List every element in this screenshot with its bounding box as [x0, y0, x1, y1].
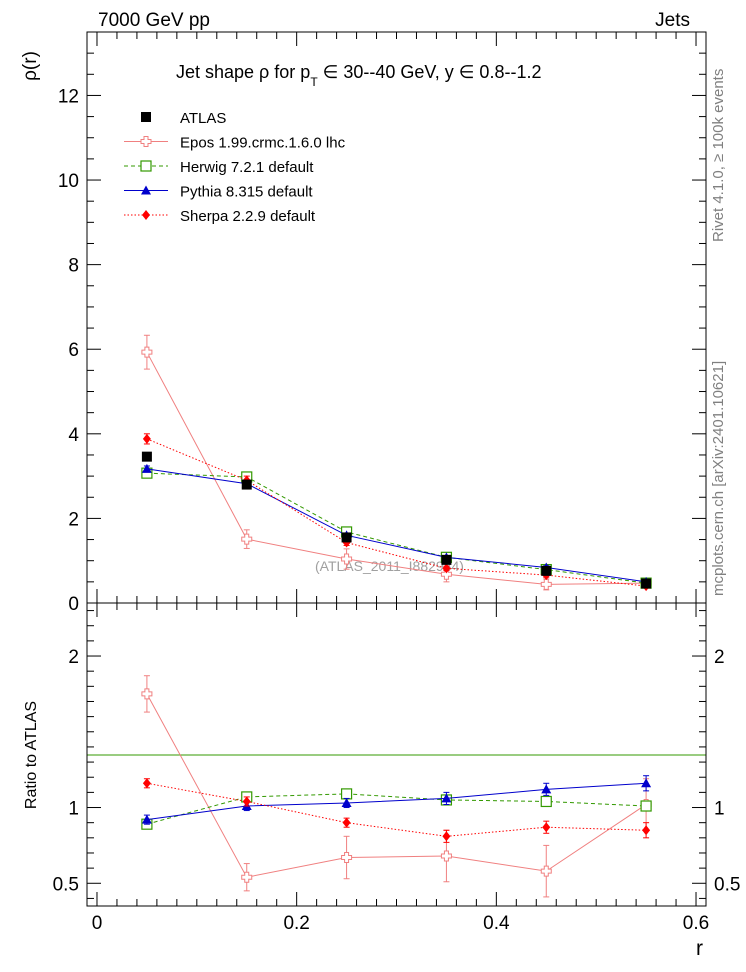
- legend-entry-atlas: ATLAS: [141, 110, 226, 127]
- sherpa-ratio-point: [642, 825, 651, 836]
- pythia-main-point: [141, 463, 152, 473]
- header-jets-label: Jets: [655, 10, 690, 31]
- legend: ATLAS Epos 1.99.crmc.1.6.0 lhc Herwig 7.2.…: [124, 110, 346, 225]
- herwig-ratio-point: [340, 788, 353, 800]
- x-tick-label: 0.6: [683, 913, 709, 934]
- pythia-ratio-line: [146, 782, 647, 821]
- legend-entry-sherpa: Sherpa 2.2.9 default: [124, 208, 316, 225]
- sherpa-ratio-point: [442, 831, 451, 842]
- main-y-tick-label: 10: [58, 171, 79, 192]
- x-axis-title: r: [696, 937, 703, 960]
- main-y-tick-label: 8: [68, 256, 79, 277]
- epos-ratio-point: [540, 865, 552, 877]
- epos-main-point: [540, 578, 552, 590]
- atlas-main-point: [341, 532, 352, 543]
- ratio-y-tick-label-right: 1: [714, 799, 725, 820]
- legend-marker-atlas: [141, 112, 151, 122]
- legend-entry-pythia: Pythia 8.315 default: [124, 184, 313, 201]
- legend-marker-epos: [140, 136, 152, 147]
- series-pythia: [141, 463, 652, 825]
- atlas-main-point: [641, 578, 652, 589]
- herwig-ratio-point: [540, 795, 552, 808]
- plot-title-prefix: Jet shape ρ for p: [176, 62, 310, 82]
- ratio-panel-frame: [86, 602, 707, 907]
- legend-marker-pythia: [141, 185, 151, 195]
- legend-label-pythia: Pythia 8.315 default: [180, 184, 313, 201]
- epos-main-point: [241, 533, 253, 545]
- plot-title-suffix: ∈ 30--40 GeV, y ∈ 0.8--1.2: [318, 62, 542, 82]
- sherpa-ratio-line: [146, 782, 647, 837]
- series-sherpa: [142, 433, 651, 843]
- pythia-ratio-point: [541, 784, 552, 794]
- ratio-y-tick-label: 2: [68, 647, 79, 668]
- series-epos: [141, 334, 652, 898]
- epos-main-point: [440, 568, 452, 580]
- x-tick-label: 0: [92, 913, 103, 934]
- main-y-tick-label: 12: [58, 86, 79, 107]
- sherpa-main-point: [442, 563, 451, 574]
- main-y-tick-label: 6: [68, 340, 79, 361]
- series-herwig: [141, 467, 652, 830]
- epos-main-point: [141, 346, 153, 358]
- legend-label-epos: Epos 1.99.crmc.1.6.0 lhc: [180, 135, 346, 152]
- header-energy-label: 7000 GeV pp: [98, 10, 210, 31]
- main-y-tick-label: 0: [68, 594, 79, 615]
- plot-title: Jet shape ρ for pT ∈ 30--40 GeV, y ∈ 0.8…: [176, 62, 541, 89]
- pythia-ratio-point: [141, 814, 152, 824]
- sherpa-ratio-point: [142, 778, 151, 789]
- series-layer: [141, 334, 652, 898]
- legend-entry-epos: Epos 1.99.crmc.1.6.0 lhc: [124, 135, 346, 152]
- epos-ratio-line: [146, 693, 647, 878]
- sherpa-main-point: [142, 433, 151, 444]
- sherpa-main-line: [146, 438, 647, 587]
- legend-label-atlas: ATLAS: [180, 110, 226, 127]
- x-axis-ticks: 0 0.2 0.4 0.6: [92, 32, 709, 934]
- ratio-y-tick-label-right: 2: [714, 647, 725, 668]
- herwig-ratio-line: [146, 793, 647, 825]
- epos-ratio-point: [341, 852, 353, 864]
- legend-marker-herwig: [140, 160, 152, 172]
- pythia-ratio-point: [441, 793, 452, 803]
- x-tick-label: 0.2: [283, 913, 309, 934]
- rivet-version-label: Rivet 4.1.0, ≥ 100k events: [710, 69, 727, 242]
- sherpa-ratio-point: [342, 817, 351, 828]
- main-y-axis-title: ρ(r): [20, 51, 41, 81]
- legend-label-herwig: Herwig 7.2.1 default: [180, 159, 314, 176]
- mcplots-reference-label: mcplots.cern.ch [arXiv:2401.10621]: [710, 361, 727, 596]
- herwig-main-line: [146, 472, 647, 584]
- legend-label-sherpa: Sherpa 2.2.9 default: [180, 208, 316, 225]
- ratio-y-tick-label-right: 0.5: [714, 874, 740, 895]
- pythia-main-line: [146, 468, 647, 583]
- pythia-ratio-point: [641, 778, 652, 788]
- epos-main-point: [341, 553, 353, 565]
- ratio-axis-ticks: 0.5 0.5 1 1 2 2: [53, 610, 740, 899]
- sherpa-ratio-point: [542, 822, 551, 833]
- x-tick-label: 0.4: [483, 913, 510, 934]
- sherpa-ratio-point: [242, 796, 251, 807]
- plot-title-subscript: T: [310, 75, 318, 89]
- epos-ratio-point: [440, 850, 452, 862]
- legend-marker-sherpa: [142, 210, 150, 220]
- atlas-main-point: [141, 451, 152, 462]
- epos-main-line: [146, 351, 647, 585]
- main-axis-ticks: 0 2 4 6 8 10 12: [58, 31, 706, 615]
- herwig-ratio-point: [640, 800, 652, 812]
- ratio-y-tick-label: 0.5: [53, 874, 79, 895]
- epos-ratio-point: [241, 871, 253, 883]
- atlas-main-point: [241, 479, 252, 490]
- ratio-y-axis-title: Ratio to ATLAS: [23, 701, 40, 809]
- main-y-tick-label: 4: [68, 425, 79, 446]
- atlas-main-point: [541, 565, 552, 576]
- pythia-ratio-point: [341, 797, 352, 807]
- ratio-y-tick-label: 1: [68, 799, 79, 820]
- main-y-tick-label: 2: [68, 509, 79, 530]
- atlas-main-point: [441, 554, 452, 565]
- series-atlas: [141, 451, 652, 589]
- epos-ratio-point: [141, 688, 153, 700]
- legend-entry-herwig: Herwig 7.2.1 default: [124, 159, 314, 176]
